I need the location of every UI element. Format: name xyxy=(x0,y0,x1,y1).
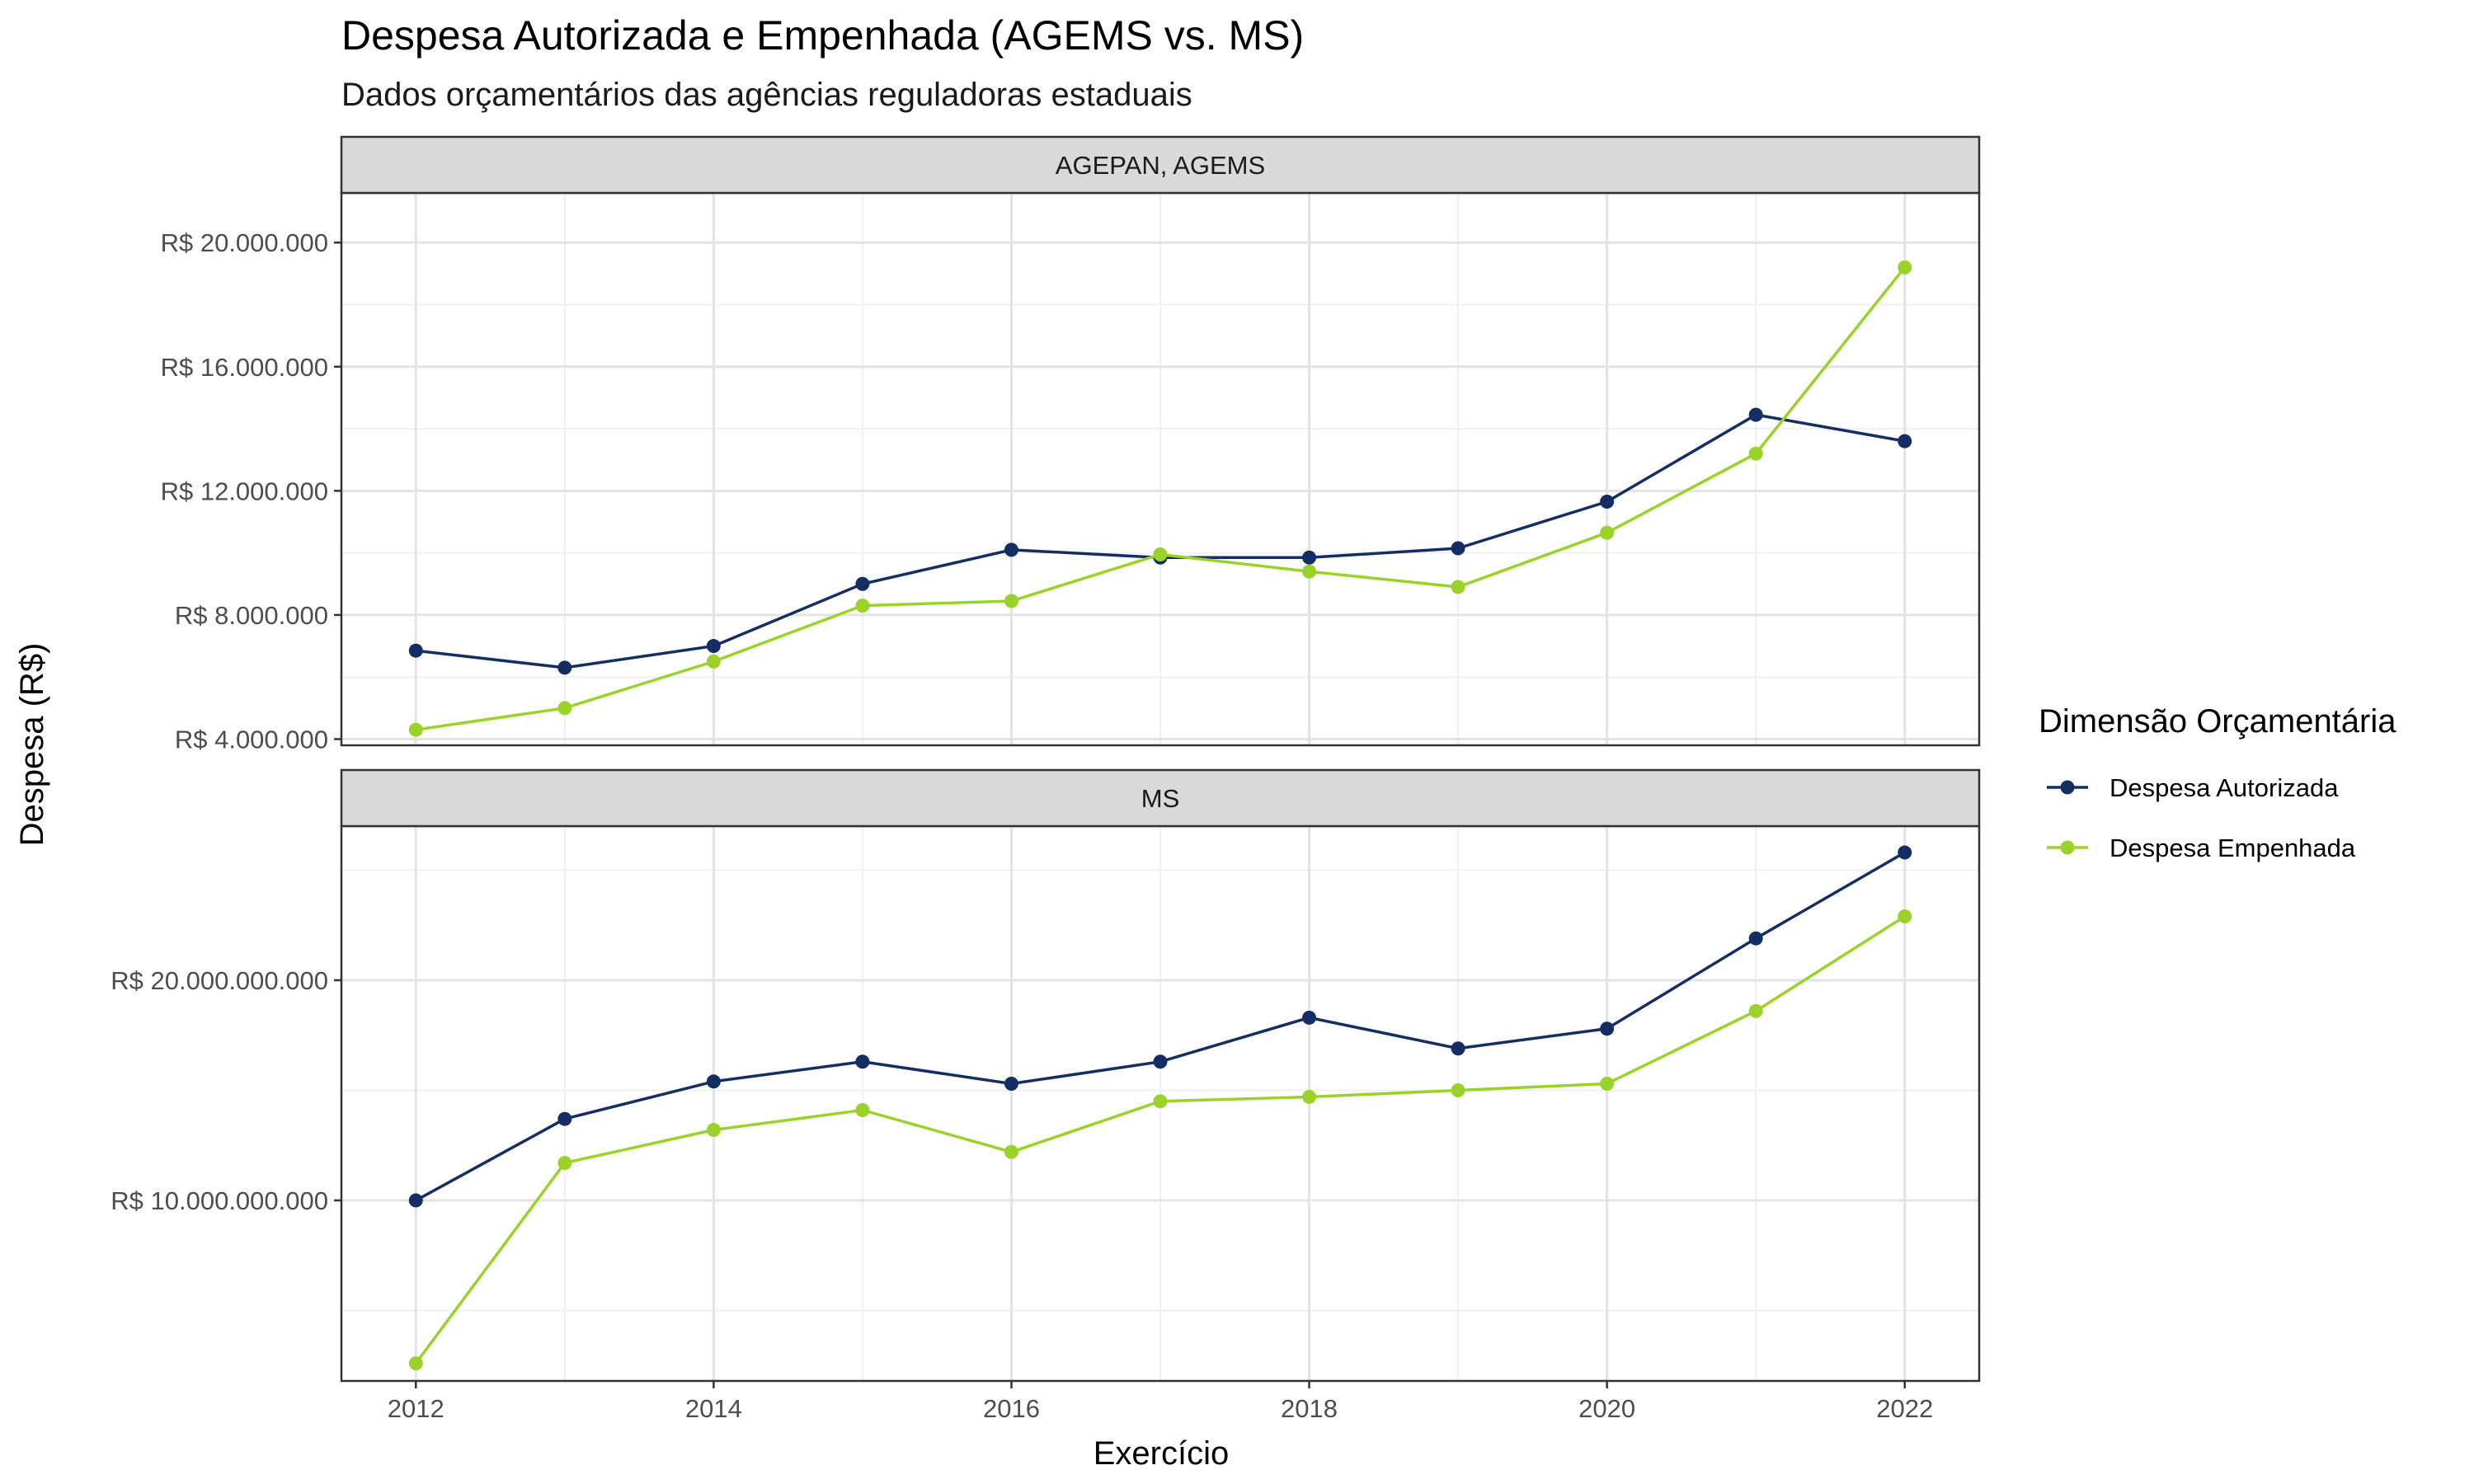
x-tick-label: 2014 xyxy=(685,1394,742,1423)
data-point xyxy=(1748,931,1763,946)
panel-2: R$ 10.000.000.000 R$ 20.000.000.000 MS xyxy=(111,768,1981,1383)
data-point xyxy=(408,1193,423,1208)
data-point xyxy=(1898,845,1912,860)
y-axis-title: Despesa (R$) xyxy=(14,643,50,847)
data-point xyxy=(1451,541,1465,556)
data-point xyxy=(1004,594,1018,608)
legend-label: Despesa Autorizada xyxy=(2109,773,2339,802)
data-point xyxy=(1748,407,1763,422)
facet-strip-label: AGEPAN, AGEMS xyxy=(1056,151,1265,180)
data-point xyxy=(408,1356,423,1371)
data-point xyxy=(1451,580,1465,594)
data-point xyxy=(1451,1082,1465,1097)
data-point xyxy=(557,660,572,675)
data-point xyxy=(1302,1010,1317,1025)
data-point xyxy=(1302,550,1317,565)
x-tick-label: 2020 xyxy=(1578,1394,1635,1423)
data-point xyxy=(557,1111,572,1126)
legend: Dimensão Orçamentária Despesa Autorizada… xyxy=(2039,703,2396,862)
data-point xyxy=(706,639,721,654)
x-axis: 2012 2014 2016 2018 2020 2022 xyxy=(388,1381,1933,1423)
y-tick-label: R$ 4.000.000 xyxy=(175,725,328,754)
legend-key-point xyxy=(2060,780,2075,795)
data-point xyxy=(408,643,423,658)
data-point xyxy=(1898,260,1912,275)
y-tick-label: R$ 10.000.000.000 xyxy=(111,1186,328,1215)
legend-key xyxy=(2047,840,2088,855)
data-point xyxy=(1004,1076,1018,1091)
legend-label: Despesa Empenhada xyxy=(2109,834,2356,862)
data-point xyxy=(1600,525,1615,540)
chart-title: Despesa Autorizada e Empenhada (AGEMS vs… xyxy=(341,12,1304,59)
data-point xyxy=(557,1156,572,1171)
x-tick-label: 2012 xyxy=(388,1394,444,1423)
data-point xyxy=(1004,542,1018,557)
legend-title: Dimensão Orçamentária xyxy=(2039,703,2396,740)
data-point xyxy=(1153,1094,1168,1109)
data-point xyxy=(706,654,721,669)
data-point xyxy=(1600,1021,1615,1036)
data-point xyxy=(1004,1144,1018,1159)
data-point xyxy=(1898,909,1912,923)
y-tick-label: R$ 16.000.000 xyxy=(161,353,328,382)
x-tick-label: 2018 xyxy=(1281,1394,1338,1423)
y-tick-label: R$ 8.000.000 xyxy=(175,601,328,630)
data-point xyxy=(1898,434,1912,448)
data-point xyxy=(1748,446,1763,461)
facet-panels: R$ 4.000.000 R$ 8.000.000 R$ 12.000.000 R$ … xyxy=(111,135,1981,1383)
x-axis-title: Exercício xyxy=(1094,1435,1230,1472)
y-tick-label: R$ 12.000.000 xyxy=(161,477,328,505)
data-point xyxy=(1600,495,1615,510)
legend-key-point xyxy=(2060,840,2075,855)
facet-strip xyxy=(340,135,1981,195)
panel-1: R$ 4.000.000 R$ 8.000.000 R$ 12.000.000 R$ … xyxy=(161,135,1981,754)
data-point xyxy=(855,576,870,591)
legend-key xyxy=(2047,780,2088,795)
data-point xyxy=(855,1103,870,1118)
x-tick-label: 2022 xyxy=(1876,1394,1933,1423)
data-point xyxy=(1600,1076,1615,1091)
data-point xyxy=(557,701,572,716)
data-point xyxy=(1153,1054,1168,1069)
data-point xyxy=(706,1074,721,1089)
chart-subtitle: Dados orçamentários das agências regulad… xyxy=(341,77,1192,113)
x-tick-label: 2016 xyxy=(983,1394,1040,1423)
facet-strip xyxy=(340,768,1981,828)
data-point xyxy=(706,1123,721,1138)
data-point xyxy=(1302,1089,1317,1104)
data-point xyxy=(1153,547,1168,562)
data-point xyxy=(1302,564,1317,579)
facet-strip-label: MS xyxy=(1141,784,1180,813)
data-point xyxy=(1451,1041,1465,1056)
data-point xyxy=(408,722,423,737)
data-point xyxy=(855,599,870,613)
y-tick-label: R$ 20.000.000 xyxy=(161,228,328,257)
data-point xyxy=(855,1054,870,1069)
data-point xyxy=(1748,1003,1763,1018)
y-tick-label: R$ 20.000.000.000 xyxy=(111,966,328,995)
